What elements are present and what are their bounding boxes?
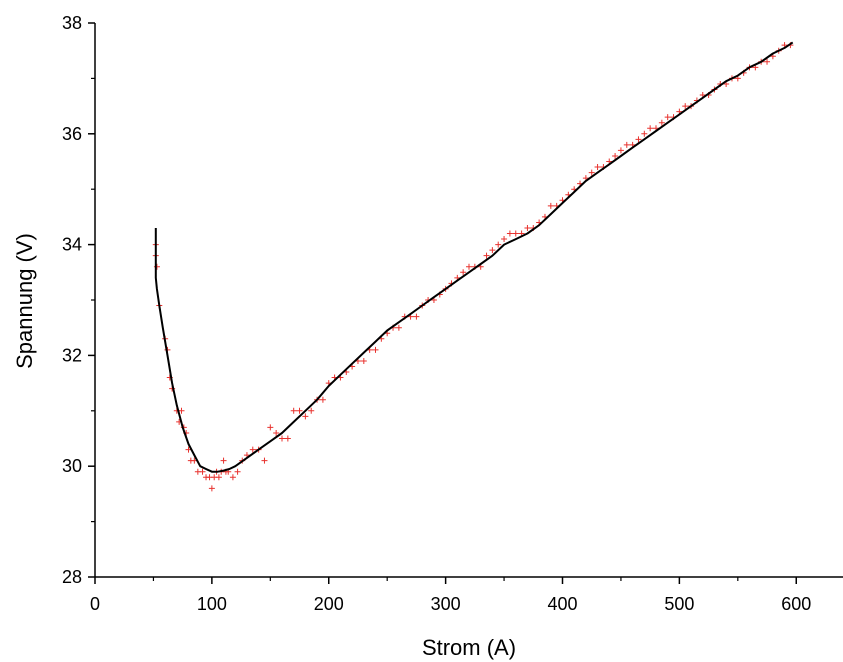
data-point <box>612 152 619 159</box>
data-point <box>372 346 379 353</box>
data-point <box>296 407 303 414</box>
data-point <box>466 263 472 270</box>
data-point <box>178 407 185 414</box>
data-point <box>506 230 513 237</box>
data-point <box>261 457 268 464</box>
data-point <box>360 357 367 364</box>
data-point <box>647 125 654 132</box>
data-point <box>460 269 467 276</box>
x-tick-label: 100 <box>197 594 227 614</box>
x-tick-label: 400 <box>547 594 577 614</box>
x-tick-label: 300 <box>431 594 461 614</box>
x-tick-label: 200 <box>314 594 344 614</box>
x-tick-label: 500 <box>664 594 694 614</box>
x-axis: 0 100 200 300 400 500 600 <box>90 576 843 614</box>
data-point <box>267 424 274 431</box>
data-point <box>501 236 508 243</box>
x-axis-title: Strom (A) <box>422 635 516 660</box>
y-tick-label: 38 <box>62 13 82 33</box>
y-axis: 28 30 32 34 36 38 <box>62 13 96 587</box>
data-point <box>234 468 241 475</box>
data-point <box>413 313 420 320</box>
data-point <box>229 474 236 481</box>
x-tick-label: 0 <box>90 594 100 614</box>
y-tick-label: 30 <box>62 456 82 476</box>
fit-line <box>154 41 794 473</box>
y-tick-label: 36 <box>62 124 82 144</box>
data-point <box>290 407 297 414</box>
data-point <box>199 468 206 475</box>
y-axis-title: Spannung (V) <box>12 233 37 369</box>
y-tick-label: 34 <box>62 235 82 255</box>
data-point <box>284 435 291 442</box>
data-point <box>764 58 771 65</box>
plot-area <box>152 41 794 492</box>
data-point <box>641 130 648 137</box>
data-point <box>594 164 601 171</box>
data-point <box>215 474 222 481</box>
data-point <box>635 136 642 143</box>
data-point <box>617 147 624 154</box>
data-point <box>588 169 595 176</box>
data-point <box>308 407 315 414</box>
data-point <box>302 413 309 420</box>
x-tick-label: 600 <box>781 594 811 614</box>
data-point <box>279 435 285 442</box>
y-tick-label: 28 <box>62 567 82 587</box>
data-point <box>395 324 402 331</box>
data-point <box>623 141 630 148</box>
data-point <box>547 202 554 209</box>
data-point <box>483 252 490 259</box>
data-point <box>489 247 496 254</box>
data-point <box>220 457 227 464</box>
data-point <box>664 114 671 121</box>
data-point <box>495 241 502 248</box>
data-point <box>319 396 326 403</box>
data-point <box>524 224 531 231</box>
data-point <box>682 103 689 110</box>
data-point <box>512 230 519 237</box>
data-point <box>658 119 665 126</box>
y-tick-label: 32 <box>62 345 82 365</box>
data-point <box>273 429 280 436</box>
data-point <box>208 485 215 492</box>
data-point <box>249 446 256 453</box>
